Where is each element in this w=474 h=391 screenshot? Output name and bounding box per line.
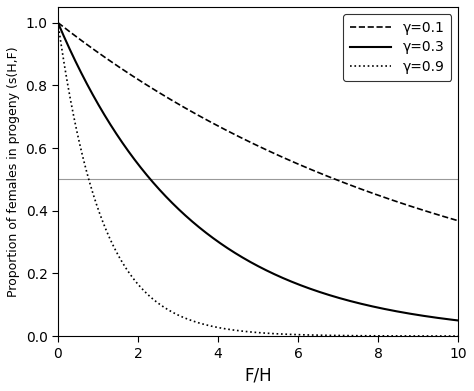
Y-axis label: Proportion of females in progeny (s(H,F): Proportion of females in progeny (s(H,F) (7, 46, 20, 297)
Legend: γ=0.1, γ=0.3, γ=0.9: γ=0.1, γ=0.3, γ=0.9 (343, 14, 451, 81)
γ=0.9 (444, 334, 449, 338)
γ=0.3 (55, 20, 61, 25)
γ=0.1 (444, 215, 449, 220)
Line: γ=0.1: γ=0.1 (58, 23, 458, 221)
γ=0.9 (250, 330, 255, 334)
γ=0.9 (75, 136, 81, 140)
γ=0.9 (370, 334, 376, 338)
Line: γ=0.3: γ=0.3 (58, 23, 458, 321)
γ=0.3 (239, 255, 245, 260)
γ=0.3 (75, 65, 81, 70)
γ=0.3 (444, 317, 449, 321)
γ=0.1 (55, 20, 61, 25)
γ=0.1 (456, 219, 461, 223)
γ=0.9 (456, 334, 461, 338)
γ=0.3 (456, 318, 461, 323)
γ=0.1 (239, 136, 245, 140)
X-axis label: F/H: F/H (244, 366, 272, 384)
γ=0.9 (55, 20, 61, 25)
γ=0.9 (239, 329, 245, 334)
γ=0.9 (444, 334, 449, 338)
Line: γ=0.9: γ=0.9 (58, 23, 458, 336)
γ=0.1 (370, 191, 376, 196)
γ=0.1 (250, 141, 255, 146)
γ=0.3 (250, 261, 255, 265)
γ=0.1 (444, 215, 449, 220)
γ=0.3 (444, 317, 449, 321)
γ=0.3 (370, 304, 376, 309)
γ=0.1 (75, 36, 81, 41)
